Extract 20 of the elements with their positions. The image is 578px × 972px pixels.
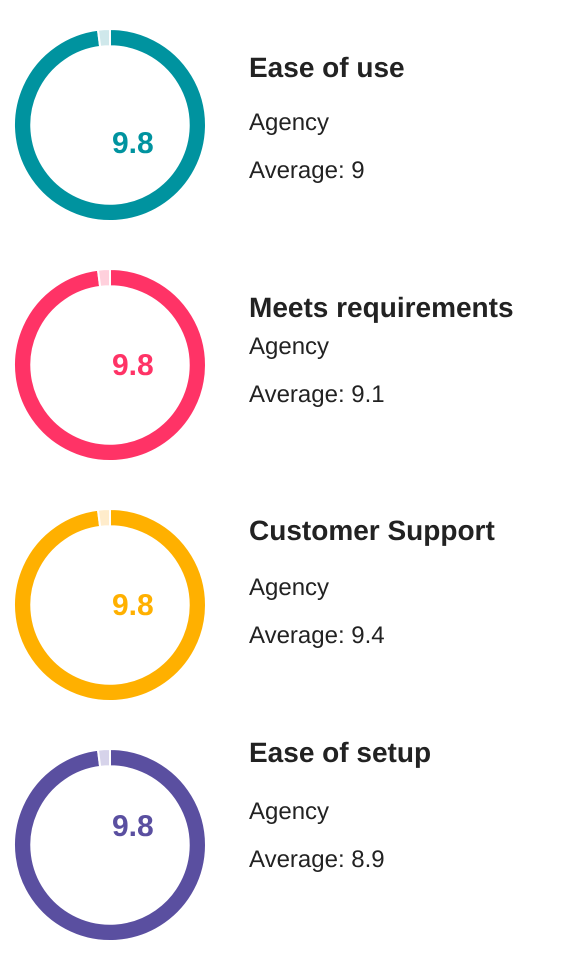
text: Average: 9 (249, 157, 365, 184)
text: Agency (249, 798, 330, 825)
data-label: 9.8 (112, 810, 154, 843)
text: Agency (249, 574, 330, 601)
text: Ease of use (249, 52, 405, 83)
donut-slice (13, 508, 207, 702)
donut-slice (13, 748, 207, 942)
text: Average: 9.1 (249, 381, 385, 408)
text: Ease of setup (249, 737, 432, 768)
text: Meets requirements (249, 292, 514, 323)
data-label: 9.8 (112, 349, 154, 382)
data-label: 9.8 (112, 589, 154, 622)
text: Average: 8.9 (249, 846, 385, 873)
text: Average: 9.4 (249, 622, 385, 649)
donut-slice (13, 268, 207, 462)
text: Agency (249, 333, 330, 360)
text: Agency (249, 109, 330, 136)
data-label: 9.8 (112, 127, 154, 160)
donut-slice (13, 28, 207, 222)
text: Customer Support (249, 515, 495, 546)
